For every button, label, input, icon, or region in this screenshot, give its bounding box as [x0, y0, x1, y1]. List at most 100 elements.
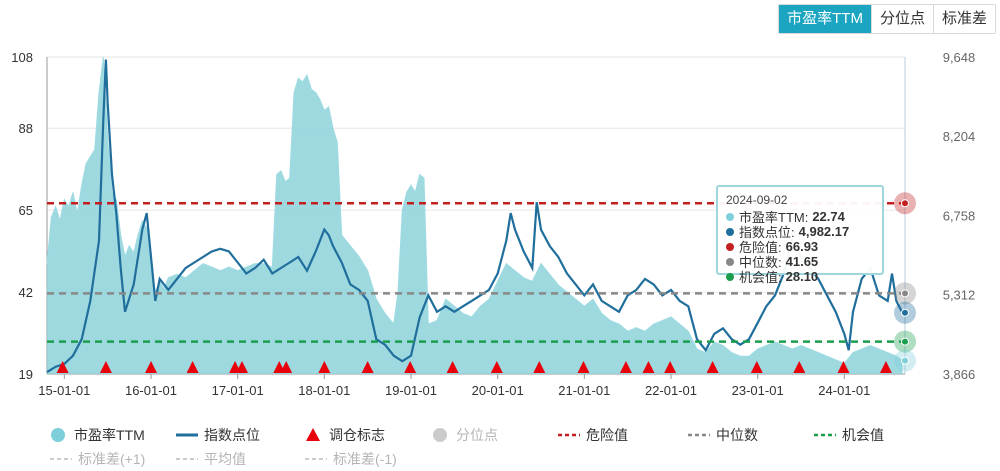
x-tick-label: 17-01-01 — [212, 383, 264, 398]
rebalance-marker — [837, 361, 850, 373]
tooltip-row-danger: 危险值: 66.93 — [726, 239, 874, 255]
legend-rebalance[interactable]: 调仓标志 — [305, 425, 385, 445]
tooltip-value: 4,982.17 — [798, 224, 850, 239]
x-tick-label: 24-01-01 — [818, 383, 870, 398]
right-tick-label: 8,204 — [943, 129, 976, 144]
legend-label: 中位数 — [716, 427, 758, 443]
pe-line-series — [46, 56, 903, 364]
circle-icon — [433, 428, 447, 442]
rebalance-marker — [879, 361, 892, 373]
tooltip-label: 机会值: — [739, 270, 782, 285]
dot-icon — [726, 227, 734, 236]
rebalance-marker — [793, 361, 806, 373]
dash-line-icon — [50, 458, 72, 460]
rebalance-marker — [318, 361, 331, 373]
right-tick-label: 3,866 — [943, 367, 976, 382]
left-tick-label: 88 — [19, 121, 33, 136]
legend-std-minus[interactable]: 标准差(-1) — [305, 449, 397, 469]
left-tick-label: 19 — [19, 367, 33, 382]
legend-label: 危险值 — [586, 427, 628, 443]
rebalance-marker — [186, 361, 199, 373]
rebalance-marker — [642, 361, 655, 373]
dot-icon — [726, 257, 734, 266]
danger-endpoint-point — [901, 199, 909, 208]
x-tick-label: 16-01-01 — [125, 383, 177, 398]
rebalance-marker — [99, 361, 112, 373]
tooltip-date: 2024-09-02 — [726, 193, 788, 207]
tooltip-row-median: 中位数: 41.65 — [726, 254, 874, 270]
triangle-icon — [306, 428, 320, 441]
tab-pe-ttm[interactable]: 市盈率TTM — [779, 5, 871, 33]
legend-label: 标准差(-1) — [333, 451, 397, 467]
dot-icon — [726, 242, 734, 251]
tooltip-value: 28.10 — [785, 269, 819, 284]
tooltip-label: 危险值: — [739, 240, 782, 255]
rebalance-marker — [706, 361, 719, 373]
left-axis: 108 88 65 42 19 — [11, 50, 33, 382]
rebalance-marker — [750, 361, 763, 373]
tab-percentile[interactable]: 分位点 — [870, 5, 933, 33]
left-tick-label: 42 — [19, 285, 33, 300]
legend-label: 标准差(+1) — [78, 451, 146, 467]
rebalance-marker — [533, 361, 546, 373]
rebalance-marker — [280, 361, 293, 373]
dash-line-icon — [176, 458, 198, 460]
tooltip-row-index: 指数点位: 4,982.17 — [726, 224, 874, 240]
end-markers — [894, 192, 916, 372]
dash-line-icon — [814, 433, 836, 437]
x-tick-label: 22-01-01 — [645, 383, 697, 398]
x-tick-label: 20-01-01 — [472, 383, 524, 398]
legend-median[interactable]: 中位数 — [688, 425, 758, 445]
dash-line-icon — [688, 433, 710, 437]
x-axis: 15-01-01 16-01-01 17-01-01 18-01-01 19-01-01… — [38, 374, 870, 398]
x-tick-label: 15-01-01 — [38, 383, 90, 398]
tooltip-value: 41.65 — [785, 254, 819, 269]
rebalance-marker — [145, 361, 157, 373]
rebalance-marker — [361, 361, 374, 373]
circle-icon — [51, 428, 65, 442]
legend-pe[interactable]: 市盈率TTM — [50, 425, 145, 445]
rebalance-marker — [56, 361, 69, 373]
rebalance-marker — [577, 361, 590, 373]
x-tick-label: 21-01-01 — [558, 383, 610, 398]
pe-area-series — [47, 57, 903, 374]
tooltip-row-opportunity: 机会值: 28.10 — [726, 269, 874, 285]
legend-index[interactable]: 指数点位 — [176, 425, 260, 445]
rebalance-marker — [236, 361, 248, 373]
x-tick-label: 23-01-01 — [732, 383, 784, 398]
pe-endpoint-point — [901, 356, 909, 365]
tab-std-dev[interactable]: 标准差 — [932, 5, 995, 33]
index-endpoint-point — [901, 308, 909, 317]
tooltip-value: 22.74 — [812, 209, 845, 224]
right-tick-label: 9,648 — [943, 50, 976, 65]
right-axis: 9,648 8,204 6,758 5,312 3,866 — [943, 50, 976, 382]
rebalance-markers — [56, 361, 892, 373]
legend-std-plus[interactable]: 标准差(+1) — [50, 449, 145, 469]
right-tick-label: 6,758 — [943, 208, 976, 223]
opportunity-endpoint-point — [901, 337, 909, 346]
legend-label: 分位点 — [456, 427, 498, 443]
right-tick-label: 5,312 — [943, 288, 976, 303]
tooltip: 2024-09-02 市盈率TTM: 22.74 指数点位: 4,982.17 危险… — [716, 185, 884, 285]
median-endpoint-point — [901, 289, 909, 298]
tooltip-label: 市盈率TTM: — [739, 210, 809, 225]
rebalance-marker — [446, 361, 459, 373]
legend-mean[interactable]: 平均值 — [176, 449, 246, 469]
view-tabs: 市盈率TTM 分位点 标准差 — [778, 4, 996, 34]
line-icon — [176, 433, 198, 437]
legend-label: 调仓标志 — [329, 427, 385, 443]
legend-danger[interactable]: 危险值 — [558, 425, 628, 445]
x-tick-label: 19-01-01 — [385, 383, 437, 398]
legend-opportunity[interactable]: 机会值 — [814, 425, 884, 445]
x-tick-label: 18-01-01 — [298, 383, 350, 398]
tooltip-label: 中位数: — [739, 255, 782, 270]
left-tick-label: 65 — [19, 203, 33, 218]
dot-icon — [726, 272, 734, 281]
left-tick-label: 108 — [11, 50, 33, 65]
legend-label: 平均值 — [204, 451, 246, 467]
rebalance-marker — [619, 361, 632, 373]
legend-label: 市盈率TTM — [74, 427, 145, 443]
legend-label: 指数点位 — [204, 427, 260, 443]
legend-percentile[interactable]: 分位点 — [432, 425, 498, 445]
legend-label: 机会值 — [842, 427, 884, 443]
